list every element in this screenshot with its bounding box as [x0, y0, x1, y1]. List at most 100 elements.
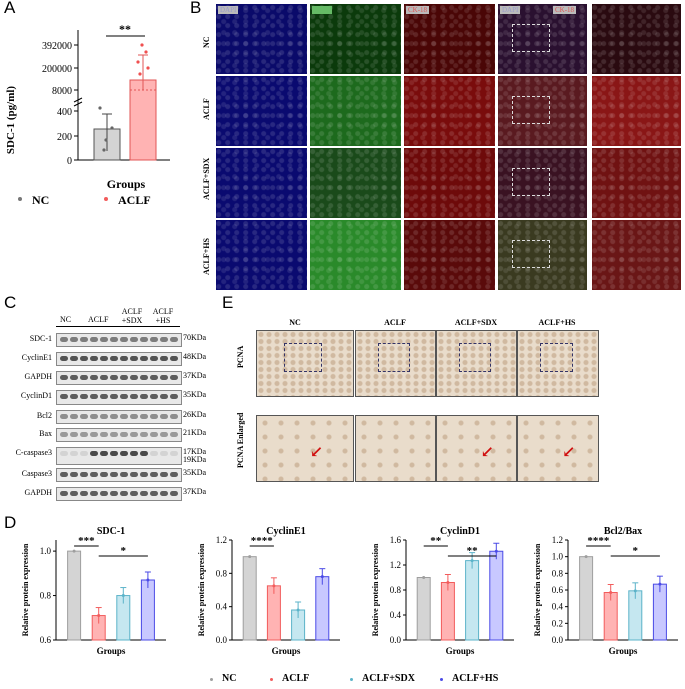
wb-strip-2	[56, 371, 182, 385]
a-tick-4: 200000	[42, 64, 72, 75]
d-point	[272, 584, 276, 588]
d-tick: 0.6	[40, 635, 52, 645]
d-title-3: Bcl2/Bax	[604, 526, 642, 537]
wb-kda-3: 35KDa	[183, 390, 207, 399]
wb-band	[150, 451, 158, 456]
b-row-aclf-hs: ACLF+HS	[202, 237, 211, 275]
d-sig: ****	[251, 535, 274, 547]
wb-band	[100, 451, 108, 456]
d-tick: 0.8	[216, 568, 228, 578]
a-tick-3: 8000	[52, 86, 72, 97]
wb-band	[110, 472, 118, 477]
wb-band	[110, 375, 118, 380]
d-point	[470, 559, 474, 563]
wb-band	[90, 451, 98, 456]
d-point	[121, 594, 125, 598]
d-bar	[266, 585, 281, 641]
wb-band	[80, 491, 88, 496]
wb-band	[90, 356, 98, 361]
wb-label-1: CyclinE1	[21, 353, 52, 362]
wb-band	[130, 375, 138, 380]
d-title-0: SDC-1	[97, 526, 125, 537]
d-legend: NC ACLF ACLF+SDX ACLF+HS	[210, 673, 590, 687]
wb-band	[140, 375, 148, 380]
b-col-label-2: DAPI	[500, 6, 521, 14]
wb-band	[90, 375, 98, 380]
zoom-box	[540, 342, 573, 372]
d-point	[72, 549, 76, 553]
wb-band	[150, 491, 158, 496]
d-sig: **	[467, 545, 479, 557]
b-row-nc: NC	[202, 36, 211, 48]
d-bar	[489, 550, 504, 641]
d-tick: 0.4	[390, 610, 402, 620]
d-xlabel-1: Groups	[272, 646, 301, 656]
wb-band	[170, 337, 178, 342]
wb-band	[80, 356, 88, 361]
e-row-pcna-enlarged: PCNA Enlarged	[236, 412, 245, 468]
wb-band	[110, 491, 118, 496]
e-col-hs: ACLF+HS	[538, 318, 576, 327]
b-row-aclf: ACLF	[202, 98, 211, 120]
d-legend-0: NC	[222, 673, 237, 684]
b-row-aclf-sdx: ACLF+SDX	[202, 157, 211, 200]
zoom-box	[512, 240, 550, 268]
if-image-r3-c2	[404, 220, 495, 290]
wb-band	[110, 394, 118, 399]
b-col-label-3: CK-18	[553, 6, 577, 14]
wb-label-2: GAPDH	[24, 372, 52, 381]
d-bar	[579, 556, 594, 641]
wb-band	[120, 356, 128, 361]
d-title-2: CyclinD1	[440, 526, 480, 537]
wb-band	[70, 432, 78, 437]
wb-band	[70, 375, 78, 380]
wb-band	[70, 472, 78, 477]
wb-band	[90, 414, 98, 419]
wb-band	[160, 337, 168, 342]
d-bar	[315, 576, 330, 641]
wb-band	[140, 394, 148, 399]
d-tick: 0.6	[552, 585, 564, 595]
ihc-image-r0-c3	[517, 330, 599, 397]
wb-band	[80, 337, 88, 342]
wb-band	[110, 356, 118, 361]
if-image-r3-c0	[216, 220, 307, 290]
wb-band	[160, 491, 168, 496]
wb-kda-6: 17KDa 19KDa	[183, 447, 207, 464]
wb-band	[170, 432, 178, 437]
d-legend-1: ACLF	[282, 673, 310, 684]
d-xlabel-2: Groups	[446, 646, 475, 656]
d-point	[584, 555, 588, 559]
wb-band	[130, 472, 138, 477]
c-group-underline	[56, 326, 180, 327]
d-tick: 1.2	[552, 535, 563, 545]
if-image-r0-c2	[404, 4, 495, 74]
d-ylabel-1: Relative protein expression	[197, 543, 206, 636]
d-tick: 0.0	[390, 635, 402, 645]
zoom-box	[459, 342, 492, 372]
c-group-hs: ACLF +HS	[152, 307, 174, 325]
a-tick-2: 400	[57, 107, 72, 118]
wb-band	[60, 472, 68, 477]
wb-label-4: Bcl2	[36, 411, 52, 420]
d-bar-charts: SDC-1 0.6 0.8 1.0 Relative protein expressio…	[21, 526, 678, 656]
d-bar	[652, 583, 667, 641]
wb-label-7: Caspase3	[21, 469, 52, 478]
if-image-r3-c1	[310, 220, 401, 290]
wb-band	[170, 356, 178, 361]
d-point	[446, 581, 450, 584]
d-ylabel-0: Relative protein expression	[21, 543, 30, 636]
d-point	[320, 575, 324, 579]
a-tick-1: 200	[57, 132, 72, 143]
wb-band	[150, 337, 158, 342]
wb-band	[160, 472, 168, 477]
a-legend-aclf-marker	[104, 197, 108, 201]
a-xlabel: Groups	[107, 177, 146, 191]
d-tick: 0.4	[216, 602, 228, 612]
a-bar-aclf	[129, 79, 157, 161]
e-col-aclf: ACLF	[384, 318, 406, 327]
wb-band	[100, 356, 108, 361]
wb-kda-8: 37KDa	[183, 487, 207, 496]
d-xlabel-3: Groups	[609, 646, 638, 656]
wb-band	[140, 414, 148, 419]
